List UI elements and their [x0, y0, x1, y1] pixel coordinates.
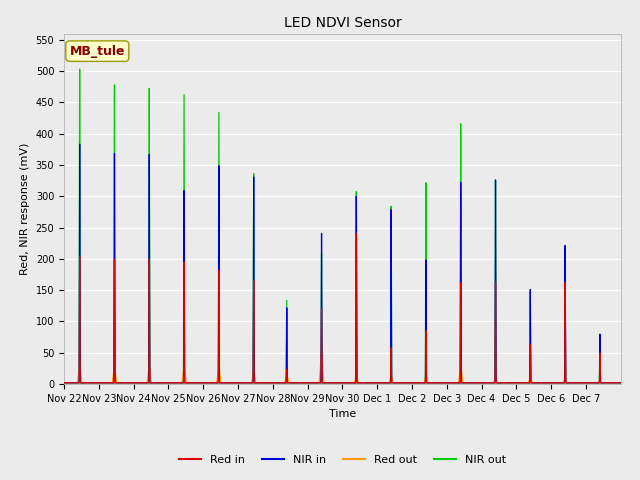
Title: LED NDVI Sensor: LED NDVI Sensor	[284, 16, 401, 30]
X-axis label: Time: Time	[329, 409, 356, 419]
Text: MB_tule: MB_tule	[70, 45, 125, 58]
Y-axis label: Red, NIR response (mV): Red, NIR response (mV)	[20, 143, 30, 275]
Legend: Red in, NIR in, Red out, NIR out: Red in, NIR in, Red out, NIR out	[175, 451, 510, 469]
